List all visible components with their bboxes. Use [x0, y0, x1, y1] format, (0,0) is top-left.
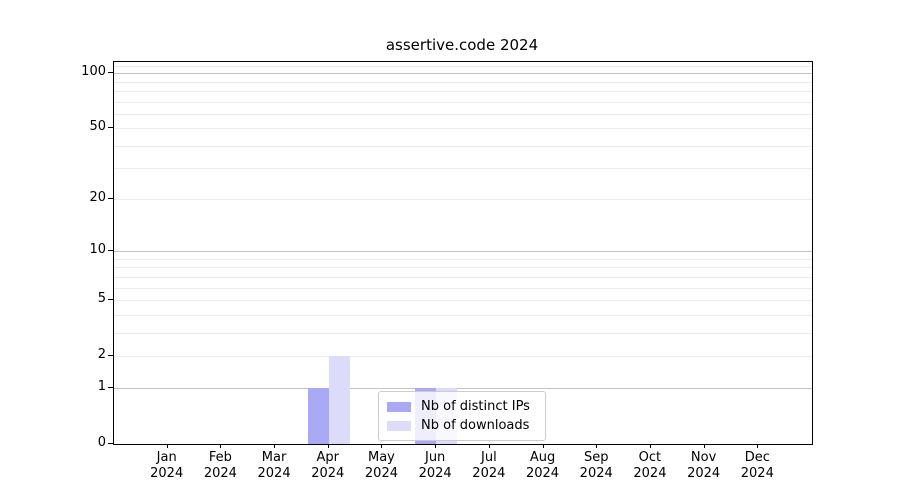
gridline-minor-3: [114, 333, 812, 334]
x-tick-mark-may: [381, 444, 383, 448]
x-tick-mark-apr: [327, 444, 329, 448]
x-tick-mark-nov: [703, 444, 705, 448]
y-tick-label-2: 2: [97, 346, 106, 362]
x-tick-label-mar: Mar 2024: [257, 450, 291, 481]
gridline-minor-80: [114, 91, 812, 92]
gridline-minor-50: [114, 128, 812, 129]
y-tick-mark-0: [108, 443, 113, 444]
x-tick-label-nov: Nov 2024: [687, 450, 721, 481]
gridline-major-10: [114, 251, 812, 252]
legend-swatch-distinct-ips-icon: [387, 401, 411, 412]
x-tick-mark-jul: [488, 444, 490, 448]
x-tick-label-oct: Oct 2024: [633, 450, 667, 481]
y-tick-mark-20: [108, 198, 113, 200]
gridline-minor-90: [114, 82, 812, 83]
y-tick-label-20: 20: [89, 190, 106, 206]
bar-distinct-ips-apr: [307, 388, 329, 444]
x-tick-mark-mar: [274, 444, 276, 448]
x-tick-mark-sep: [596, 444, 598, 448]
gridline-minor-4: [114, 315, 812, 316]
y-tick-mark-50: [108, 127, 113, 129]
gridline-minor-110: [114, 66, 812, 67]
gridline-minor-30: [114, 168, 812, 169]
gridline-major-100: [114, 73, 812, 74]
gridline-minor-20: [114, 199, 812, 200]
legend-label-downloads: Nb of downloads: [421, 418, 530, 433]
gridline-minor-9: [114, 259, 812, 260]
y-tick-label-5: 5: [97, 291, 106, 307]
x-tick-label-apr: Apr 2024: [311, 450, 345, 481]
gridline-minor-2: [114, 356, 812, 357]
x-tick-mark-feb: [220, 444, 222, 448]
y-tick-mark-2: [108, 354, 113, 356]
x-tick-mark-dec: [757, 444, 759, 448]
plot-area: Nb of distinct IPs Nb of downloads: [113, 61, 813, 445]
x-tick-mark-oct: [649, 444, 651, 448]
x-tick-mark-jun: [435, 444, 437, 448]
y-tick-label-100: 100: [81, 64, 106, 80]
gridline-minor-70: [114, 102, 812, 103]
legend-swatch-downloads-icon: [387, 420, 411, 431]
x-tick-mark-jan: [166, 444, 168, 448]
gridline-minor-7: [114, 277, 812, 278]
y-tick-label-50: 50: [89, 119, 106, 135]
chart-title: assertive.code 2024: [385, 36, 539, 54]
x-tick-label-jul: Jul 2024: [472, 450, 506, 481]
y-tick-label-1: 1: [97, 379, 106, 395]
gridline-minor-40: [114, 146, 812, 147]
y-tick-label-10: 10: [89, 242, 106, 258]
legend-item-downloads: Nb of downloads: [387, 416, 537, 435]
legend: Nb of distinct IPs Nb of downloads: [378, 391, 546, 441]
gridline-minor-5: [114, 300, 812, 301]
y-tick-mark-1: [108, 387, 113, 389]
x-tick-label-sep: Sep 2024: [579, 450, 613, 481]
y-tick-mark-5: [108, 299, 113, 301]
x-tick-label-feb: Feb 2024: [203, 450, 237, 481]
x-tick-label-jun: Jun 2024: [418, 450, 452, 481]
x-tick-label-jan: Jan 2024: [150, 450, 184, 481]
x-tick-label-aug: Aug 2024: [525, 450, 560, 481]
x-tick-mark-aug: [542, 444, 544, 448]
gridline-minor-60: [114, 114, 812, 115]
gridline-major-1: [114, 388, 812, 389]
legend-item-distinct-ips: Nb of distinct IPs: [387, 397, 537, 416]
gridline-minor-6: [114, 288, 812, 289]
y-tick-mark-100: [108, 72, 113, 74]
y-tick-label-0: 0: [97, 435, 106, 450]
y-tick-mark-10: [108, 250, 113, 252]
gridline-minor-8: [114, 267, 812, 268]
legend-label-distinct-ips: Nb of distinct IPs: [421, 399, 530, 414]
x-tick-label-dec: Dec 2024: [740, 450, 774, 481]
bar-downloads-apr: [328, 355, 350, 444]
x-tick-label-may: May 2024: [364, 450, 398, 481]
